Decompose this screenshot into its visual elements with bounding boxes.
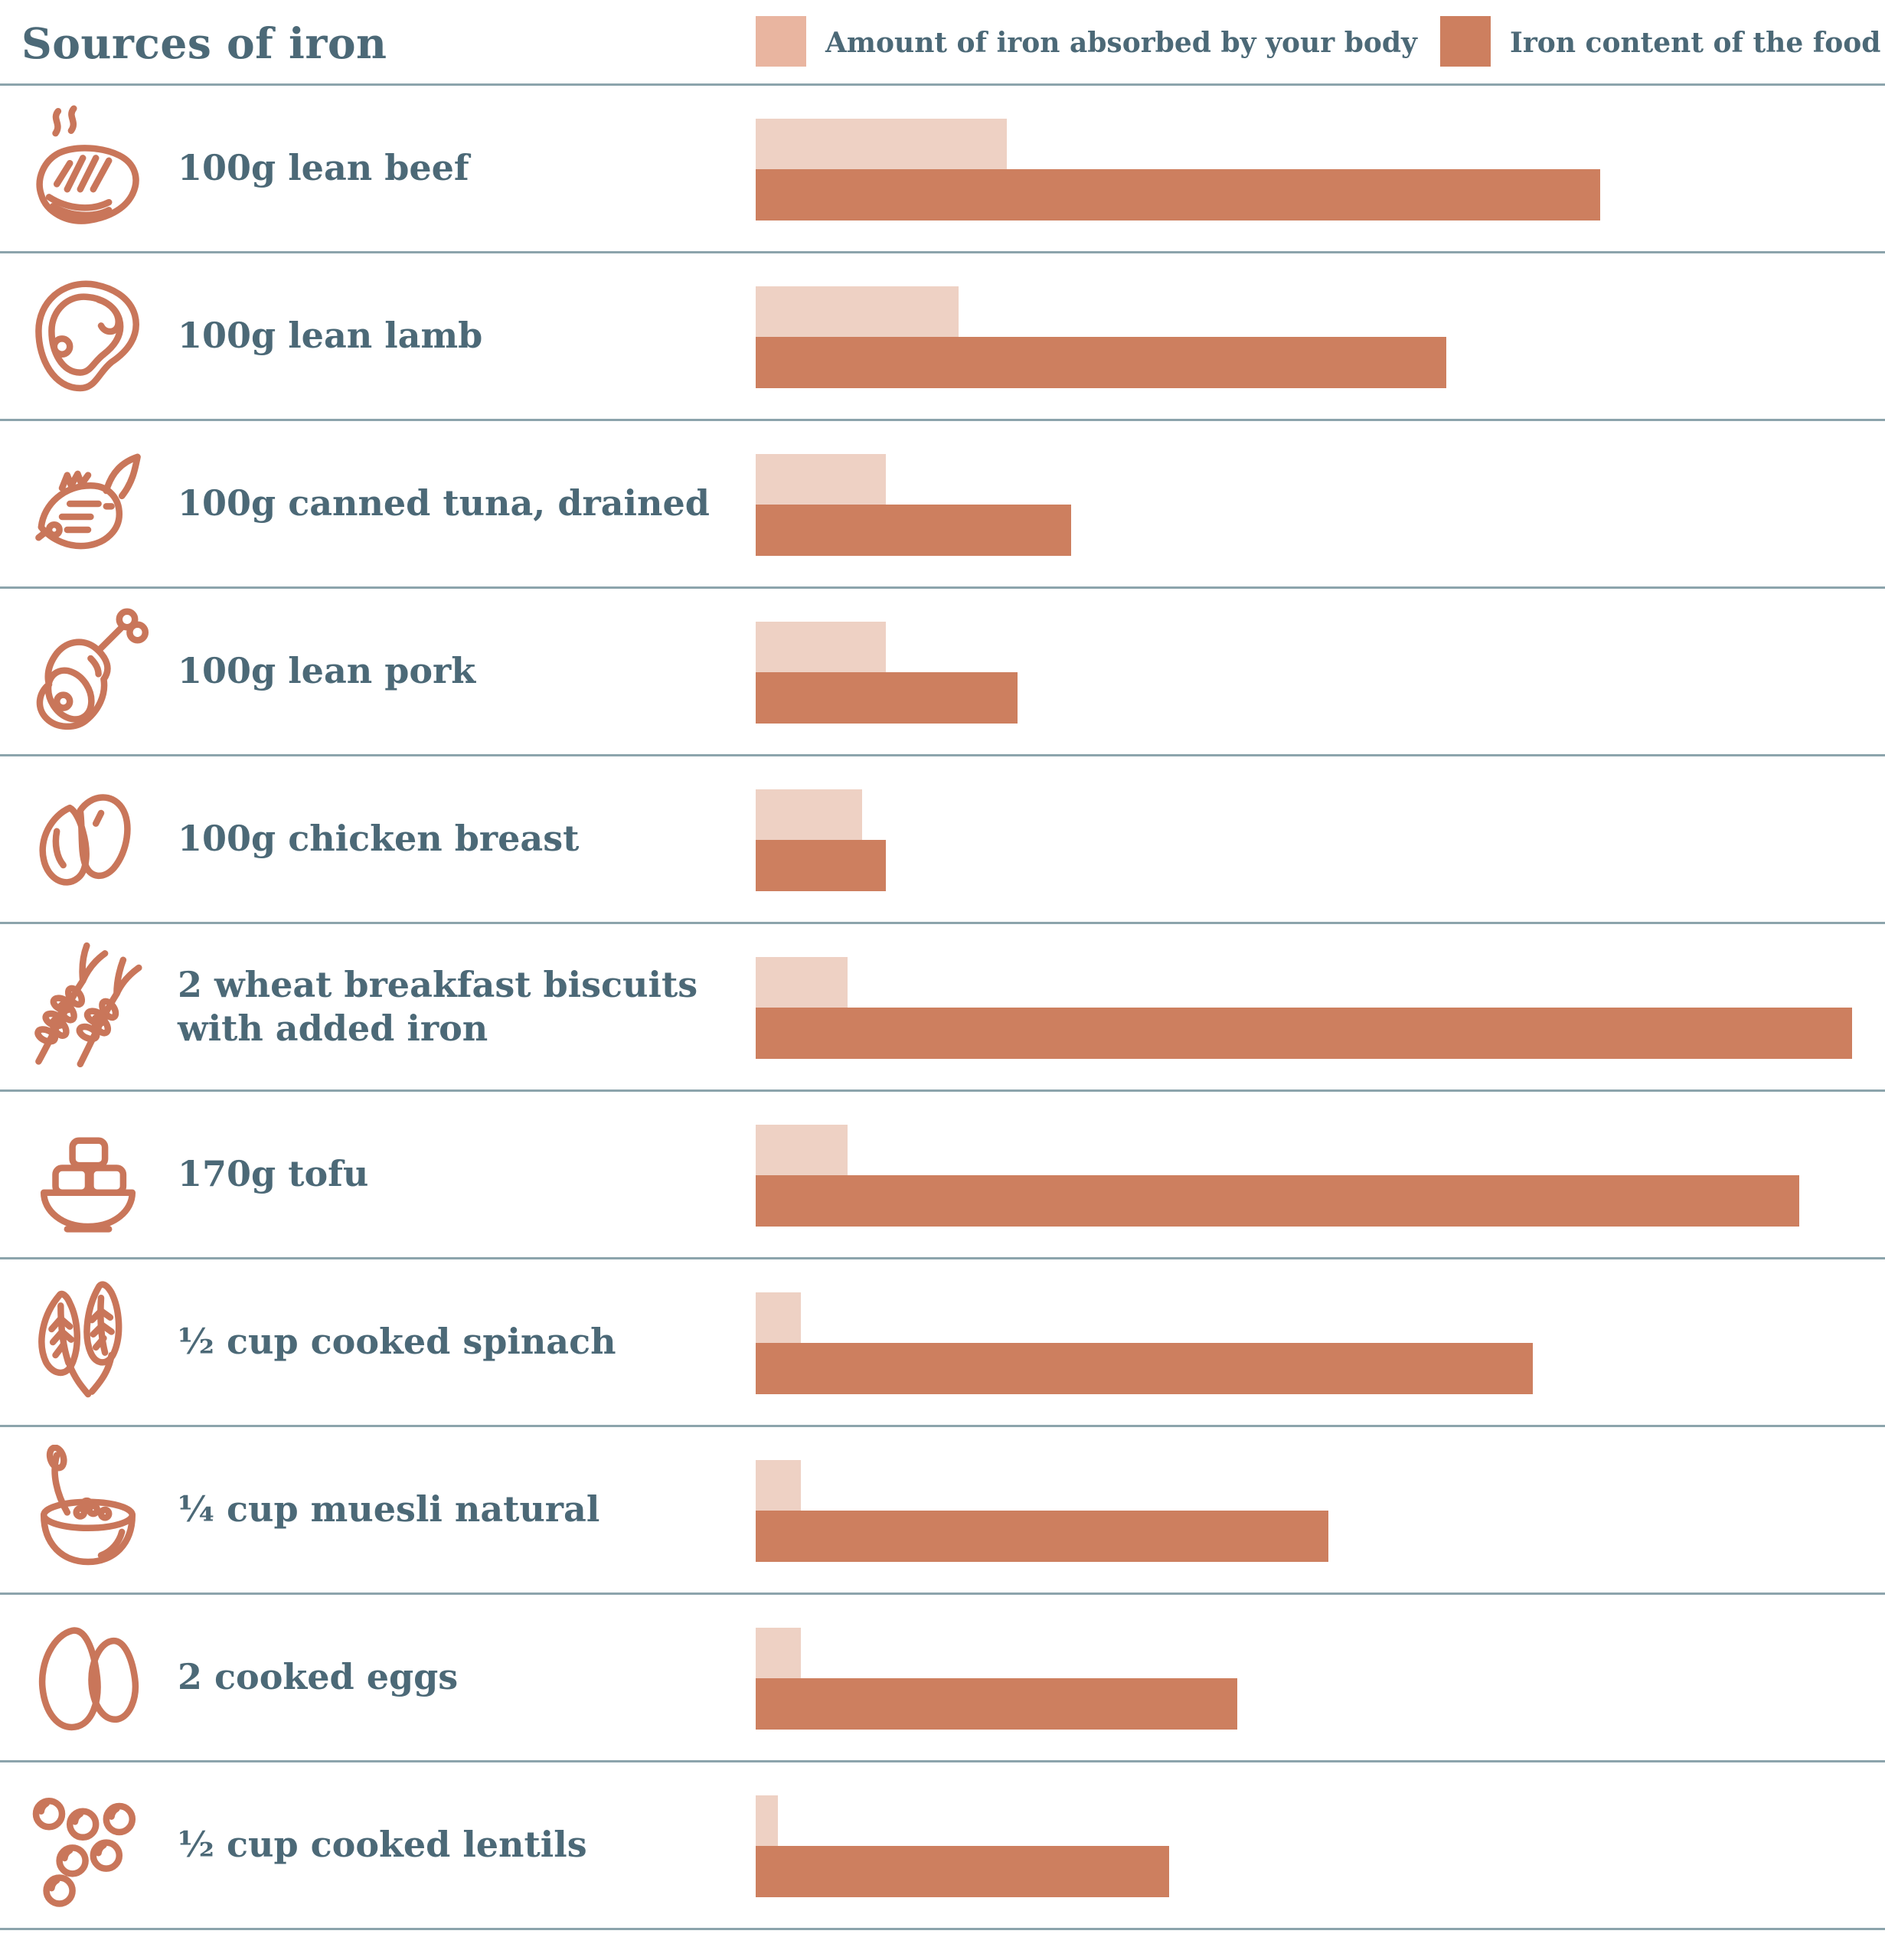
content-bar bbox=[756, 169, 1600, 220]
muesli-bowl-icon bbox=[9, 1427, 166, 1592]
bar-group bbox=[756, 1628, 1237, 1730]
content-bar bbox=[756, 1343, 1533, 1394]
food-label: ¼ cup muesli natural bbox=[178, 1488, 600, 1530]
tofu-bowl-icon bbox=[9, 1092, 166, 1257]
legend-swatch-content bbox=[1440, 16, 1491, 67]
bar-group bbox=[756, 622, 1018, 724]
content-bar bbox=[756, 840, 886, 891]
content-bar bbox=[756, 1175, 1799, 1227]
food-row: ½ cup cooked spinach bbox=[0, 1259, 1885, 1427]
food-row: 2 wheat breakfast biscuits with added ir… bbox=[0, 924, 1885, 1092]
content-bar bbox=[756, 1511, 1328, 1562]
food-row: 2 cooked eggs bbox=[0, 1595, 1885, 1762]
chicken-breast-icon bbox=[9, 756, 166, 922]
food-row: ¼ cup muesli natural bbox=[0, 1427, 1885, 1595]
food-row: ½ cup cooked lentils bbox=[0, 1762, 1885, 1930]
bar-group bbox=[756, 119, 1600, 220]
wheat-icon bbox=[9, 924, 166, 1089]
bar-group bbox=[756, 1292, 1533, 1394]
bar-group bbox=[756, 1460, 1328, 1562]
ham-icon bbox=[9, 589, 166, 754]
page-title: Sources of iron bbox=[21, 18, 387, 68]
absorbed-bar bbox=[756, 454, 886, 505]
content-bar bbox=[756, 1846, 1169, 1897]
eggs-icon bbox=[9, 1595, 166, 1760]
bar-group bbox=[756, 1795, 1169, 1897]
content-bar bbox=[756, 672, 1018, 724]
absorbed-bar bbox=[756, 789, 862, 840]
fish-icon bbox=[9, 421, 166, 586]
content-bar bbox=[756, 1008, 1852, 1059]
absorbed-bar bbox=[756, 1460, 801, 1511]
absorbed-bar bbox=[756, 1292, 801, 1343]
food-row: 100g chicken breast bbox=[0, 756, 1885, 924]
bar-group bbox=[756, 454, 1071, 556]
food-row: 100g canned tuna, drained bbox=[0, 421, 1885, 589]
absorbed-bar bbox=[756, 1795, 778, 1846]
food-label: 100g lean beef bbox=[178, 147, 469, 189]
absorbed-bar bbox=[756, 622, 886, 672]
lamb-chop-icon bbox=[9, 253, 166, 419]
food-row: 100g lean beef bbox=[0, 86, 1885, 253]
chart-rows: 100g lean beef 100g lean lamb 100g canne… bbox=[0, 86, 1885, 1930]
spinach-icon bbox=[9, 1259, 166, 1425]
food-row: 100g lean pork bbox=[0, 589, 1885, 756]
content-bar bbox=[756, 337, 1446, 388]
food-label: ½ cup cooked spinach bbox=[178, 1321, 616, 1363]
food-label: 170g tofu bbox=[178, 1153, 369, 1195]
absorbed-bar bbox=[756, 119, 1007, 169]
absorbed-bar bbox=[756, 1125, 848, 1175]
legend-swatch-absorbed bbox=[756, 16, 806, 67]
content-bar bbox=[756, 505, 1071, 556]
lentils-icon bbox=[9, 1762, 166, 1928]
legend-label-absorbed: Amount of iron absorbed by your body bbox=[825, 27, 1417, 59]
food-label: 2 cooked eggs bbox=[178, 1656, 459, 1698]
content-bar bbox=[756, 1678, 1237, 1730]
bar-group bbox=[756, 957, 1852, 1059]
food-row: 170g tofu bbox=[0, 1092, 1885, 1259]
bar-group bbox=[756, 789, 886, 891]
header: Sources of iron Amount of iron absorbed … bbox=[0, 0, 1885, 86]
food-label: 100g chicken breast bbox=[178, 818, 580, 860]
legend-label-content: Iron content of the food bbox=[1510, 27, 1881, 59]
absorbed-bar bbox=[756, 1628, 801, 1678]
food-label: 100g lean pork bbox=[178, 650, 476, 692]
food-label: 2 wheat breakfast biscuits with added ir… bbox=[178, 963, 698, 1050]
food-label: ½ cup cooked lentils bbox=[178, 1824, 587, 1866]
bar-group bbox=[756, 286, 1446, 388]
absorbed-bar bbox=[756, 957, 848, 1008]
steak-icon bbox=[9, 86, 166, 251]
food-label: 100g lean lamb bbox=[178, 315, 483, 357]
bar-group bbox=[756, 1125, 1799, 1227]
absorbed-bar bbox=[756, 286, 959, 337]
food-label: 100g canned tuna, drained bbox=[178, 482, 710, 524]
food-row: 100g lean lamb bbox=[0, 253, 1885, 421]
